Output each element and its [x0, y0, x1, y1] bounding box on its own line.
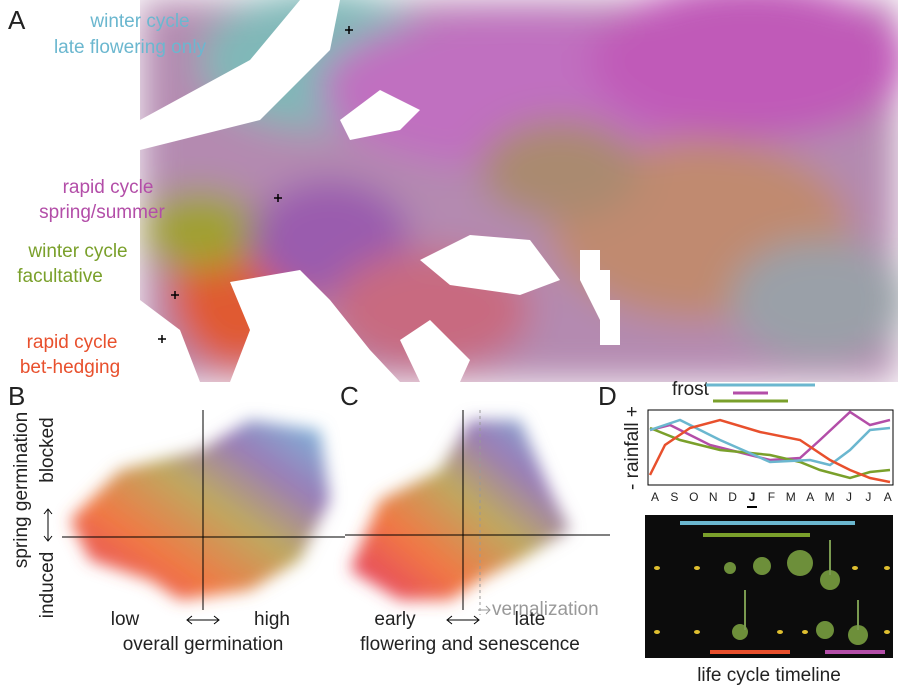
axis-title: - rainfall +: [622, 406, 643, 490]
axis-label: induced: [37, 552, 58, 619]
legend-text: rapid cycle: [63, 177, 154, 198]
axis-label: high: [254, 609, 290, 630]
legend-text: late flowering only: [54, 37, 207, 58]
month-label: A: [884, 490, 892, 504]
legend-text: winter cycle: [27, 241, 127, 262]
legend-text: rapid cycle: [27, 332, 118, 353]
figure: A winter cycle late flowering only rapid…: [0, 0, 898, 686]
caption: life cycle timeline: [697, 665, 841, 686]
frost-label: frost: [672, 379, 710, 400]
arrow: [478, 606, 490, 614]
month-label: J: [749, 490, 756, 504]
legend-text: winter cycle: [89, 11, 189, 32]
legend-text: facultative: [17, 266, 103, 287]
axis-title: spring germination: [11, 412, 32, 568]
rainfall-curves: [650, 412, 890, 482]
month-label: A: [651, 490, 659, 504]
month-label: J: [846, 490, 852, 504]
legend-text: spring/summer: [39, 202, 165, 223]
scatter-cloud: [350, 420, 570, 600]
axis-label: late: [515, 609, 546, 630]
month-label: M: [825, 490, 835, 504]
axis-title: flowering and senescence: [360, 634, 580, 655]
panel-label: D: [598, 381, 617, 411]
month-label: A: [806, 490, 814, 504]
arrow: [44, 509, 52, 541]
panel-label: A: [8, 5, 26, 35]
axis-label: early: [374, 609, 416, 630]
month-label: O: [689, 490, 698, 504]
scatter-cloud: [70, 420, 330, 600]
month-label: F: [768, 490, 775, 504]
map: [140, 0, 898, 382]
month-label: S: [670, 490, 678, 504]
month-label: N: [709, 490, 718, 504]
axis-label: low: [111, 609, 140, 630]
axis-label: blocked: [37, 417, 58, 483]
threshold-label: vernalization: [492, 599, 599, 620]
month-label: D: [728, 490, 737, 504]
legend-text: bet-hedging: [20, 357, 120, 378]
axis-title: overall germination: [123, 634, 284, 655]
month-label: J: [865, 490, 871, 504]
month-label: M: [786, 490, 796, 504]
panel-label: B: [8, 381, 25, 411]
arrow: [187, 616, 219, 624]
panel-label: C: [340, 381, 359, 411]
arrow: [447, 616, 479, 624]
